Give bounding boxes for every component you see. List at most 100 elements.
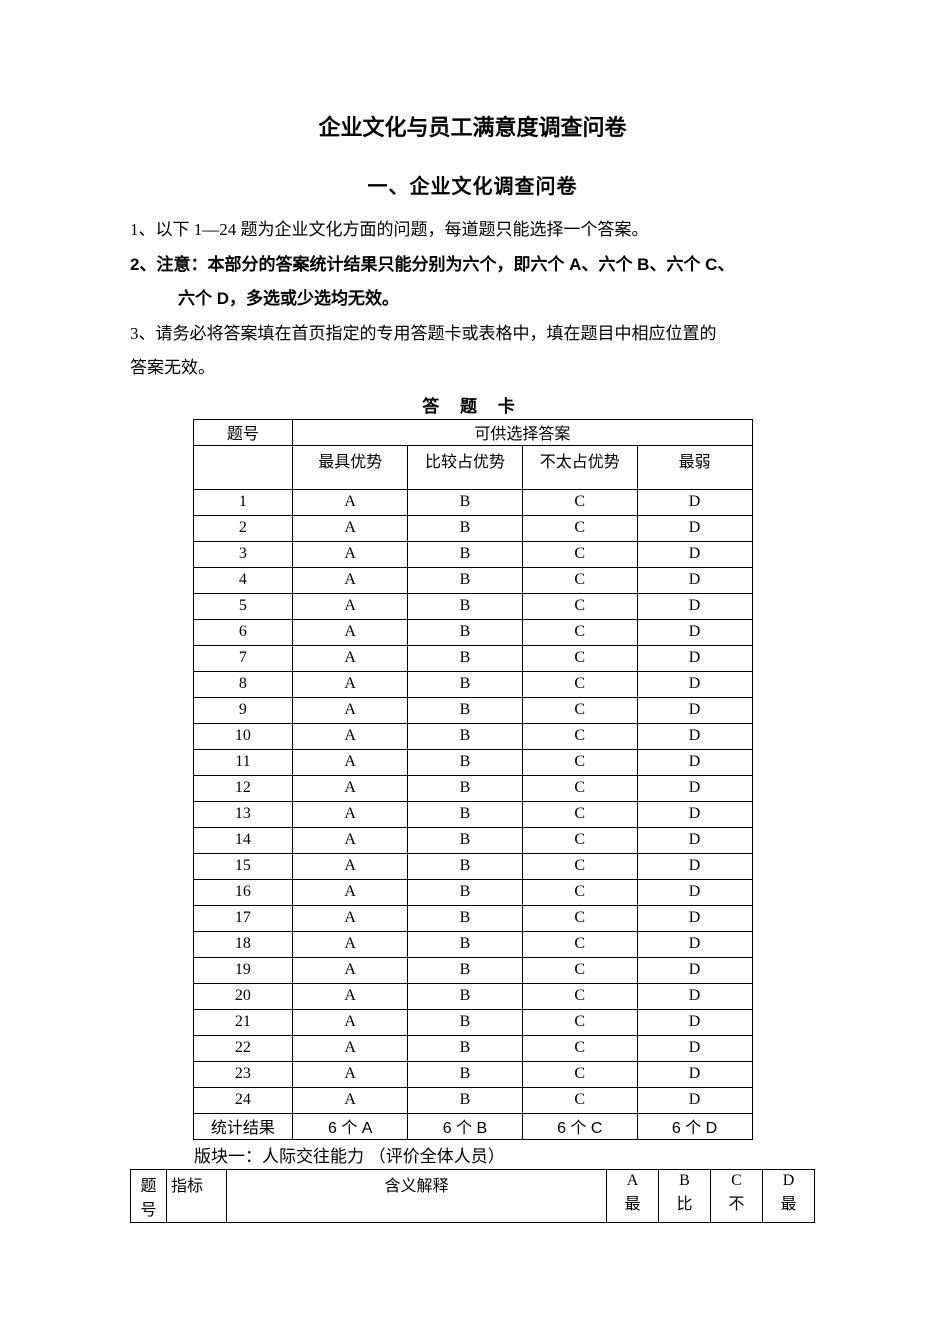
option-cell[interactable]: A — [293, 1087, 408, 1113]
option-cell[interactable]: B — [408, 775, 523, 801]
option-cell[interactable]: B — [408, 801, 523, 827]
option-cell[interactable]: C — [522, 697, 637, 723]
option-cell[interactable]: A — [293, 645, 408, 671]
option-cell[interactable]: C — [522, 723, 637, 749]
option-cell[interactable]: A — [293, 619, 408, 645]
option-cell[interactable]: C — [522, 749, 637, 775]
option-cell[interactable]: A — [293, 853, 408, 879]
option-cell[interactable]: D — [637, 1009, 752, 1035]
option-cell[interactable]: A — [293, 749, 408, 775]
option-cell[interactable]: A — [293, 957, 408, 983]
option-cell[interactable]: C — [522, 1087, 637, 1113]
table-row: 1ABCD — [193, 489, 752, 515]
option-cell[interactable]: D — [637, 567, 752, 593]
option-cell[interactable]: A — [293, 723, 408, 749]
option-cell[interactable]: D — [637, 541, 752, 567]
option-cell[interactable]: B — [408, 541, 523, 567]
option-cell[interactable]: D — [637, 489, 752, 515]
option-cell[interactable]: C — [522, 1035, 637, 1061]
option-cell[interactable]: C — [522, 905, 637, 931]
option-cell[interactable]: B — [408, 827, 523, 853]
option-cell[interactable]: A — [293, 567, 408, 593]
option-cell[interactable]: B — [408, 931, 523, 957]
option-cell[interactable]: C — [522, 853, 637, 879]
option-cell[interactable]: B — [408, 749, 523, 775]
option-cell[interactable]: B — [408, 957, 523, 983]
option-cell[interactable]: B — [408, 645, 523, 671]
option-cell[interactable]: D — [637, 879, 752, 905]
option-cell[interactable]: D — [637, 775, 752, 801]
option-cell[interactable]: D — [637, 931, 752, 957]
option-cell[interactable]: C — [522, 567, 637, 593]
option-cell[interactable]: B — [408, 567, 523, 593]
option-cell[interactable]: D — [637, 619, 752, 645]
option-cell[interactable]: D — [637, 827, 752, 853]
option-cell[interactable]: C — [522, 879, 637, 905]
option-cell[interactable]: B — [408, 853, 523, 879]
option-cell[interactable]: D — [637, 1087, 752, 1113]
option-cell[interactable]: D — [637, 749, 752, 775]
option-cell[interactable]: C — [522, 931, 637, 957]
option-cell[interactable]: A — [293, 775, 408, 801]
option-cell[interactable]: B — [408, 671, 523, 697]
option-cell[interactable]: A — [293, 593, 408, 619]
option-cell[interactable]: C — [522, 801, 637, 827]
option-cell[interactable]: A — [293, 905, 408, 931]
option-cell[interactable]: B — [408, 983, 523, 1009]
option-cell[interactable]: D — [637, 801, 752, 827]
option-cell[interactable]: D — [637, 905, 752, 931]
option-cell[interactable]: D — [637, 983, 752, 1009]
option-cell[interactable]: C — [522, 619, 637, 645]
option-cell[interactable]: A — [293, 983, 408, 1009]
option-cell[interactable]: D — [637, 957, 752, 983]
option-cell[interactable]: D — [637, 853, 752, 879]
option-cell[interactable]: C — [522, 827, 637, 853]
option-cell[interactable]: D — [637, 723, 752, 749]
option-cell[interactable]: A — [293, 515, 408, 541]
option-cell[interactable]: A — [293, 1061, 408, 1087]
row-number: 17 — [193, 905, 293, 931]
option-cell[interactable]: C — [522, 775, 637, 801]
option-cell[interactable]: B — [408, 723, 523, 749]
option-cell[interactable]: B — [408, 515, 523, 541]
option-cell[interactable]: C — [522, 671, 637, 697]
option-cell[interactable]: C — [522, 983, 637, 1009]
option-cell[interactable]: A — [293, 1009, 408, 1035]
option-cell[interactable]: D — [637, 1061, 752, 1087]
option-cell[interactable]: D — [637, 697, 752, 723]
option-cell[interactable]: A — [293, 697, 408, 723]
option-cell[interactable]: B — [408, 593, 523, 619]
option-cell[interactable]: B — [408, 697, 523, 723]
option-cell[interactable]: C — [522, 515, 637, 541]
option-cell[interactable]: B — [408, 905, 523, 931]
option-cell[interactable]: A — [293, 931, 408, 957]
option-cell[interactable]: C — [522, 1061, 637, 1087]
option-cell[interactable]: B — [408, 489, 523, 515]
row-number: 2 — [193, 515, 293, 541]
option-cell[interactable]: B — [408, 619, 523, 645]
row-number: 14 — [193, 827, 293, 853]
option-cell[interactable]: B — [408, 879, 523, 905]
option-cell[interactable]: D — [637, 671, 752, 697]
option-cell[interactable]: C — [522, 541, 637, 567]
option-cell[interactable]: A — [293, 1035, 408, 1061]
option-cell[interactable]: D — [637, 515, 752, 541]
option-cell[interactable]: B — [408, 1009, 523, 1035]
option-cell[interactable]: C — [522, 489, 637, 515]
option-cell[interactable]: A — [293, 879, 408, 905]
option-cell[interactable]: A — [293, 827, 408, 853]
option-cell[interactable]: B — [408, 1061, 523, 1087]
option-cell[interactable]: C — [522, 645, 637, 671]
option-cell[interactable]: A — [293, 671, 408, 697]
option-cell[interactable]: B — [408, 1035, 523, 1061]
option-cell[interactable]: D — [637, 645, 752, 671]
option-cell[interactable]: C — [522, 957, 637, 983]
option-cell[interactable]: C — [522, 1009, 637, 1035]
option-cell[interactable]: C — [522, 593, 637, 619]
option-cell[interactable]: A — [293, 801, 408, 827]
option-cell[interactable]: D — [637, 1035, 752, 1061]
option-cell[interactable]: A — [293, 489, 408, 515]
option-cell[interactable]: D — [637, 593, 752, 619]
option-cell[interactable]: A — [293, 541, 408, 567]
option-cell[interactable]: B — [408, 1087, 523, 1113]
